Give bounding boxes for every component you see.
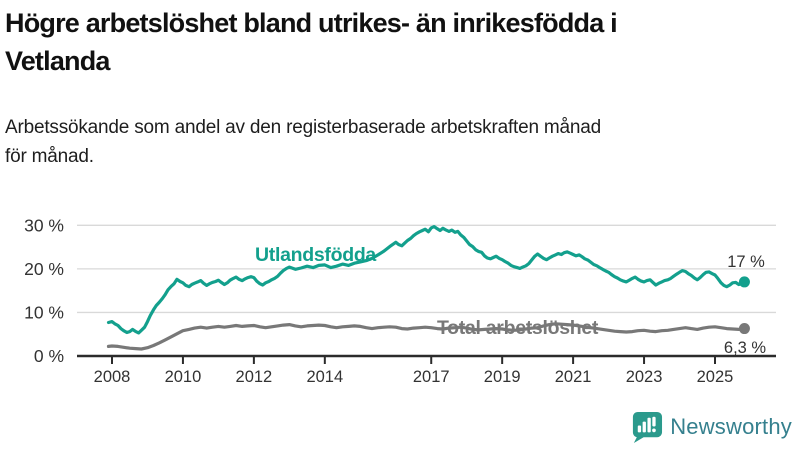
y-axis-tick-label: 10 %	[24, 302, 64, 322]
page-title: Högre arbetslöshet bland utrikes- än inr…	[5, 5, 793, 81]
x-axis-tick-label: 2023	[626, 368, 663, 386]
x-axis-tick-label: 2008	[94, 368, 131, 386]
x-axis-tick-label: 2014	[306, 368, 343, 386]
subtitle-line-2: för månad.	[5, 146, 94, 168]
x-axis-tick-label: 2025	[697, 368, 734, 386]
y-axis-tick-label: 30 %	[24, 215, 64, 235]
series-end-value-label: 6,3 %	[724, 339, 767, 357]
title-line-2: Vetlanda	[5, 45, 110, 76]
x-axis-tick-label: 2017	[413, 368, 450, 386]
series-end-dot	[738, 276, 750, 288]
subtitle-line-1: Arbetssökande som andel av den registerb…	[5, 117, 602, 138]
y-axis-tick-label: 20 %	[24, 259, 64, 279]
y-axis-tick-label: 0 %	[34, 346, 64, 366]
newsworthy-logo[interactable]: Newsworthy	[630, 410, 792, 444]
chart-subtitle: Arbetssökande som andel av den registerb…	[5, 113, 793, 172]
x-axis-tick-label: 2010	[165, 368, 202, 386]
x-axis-tick-label: 2021	[555, 368, 592, 386]
series-end-value-label: 17 %	[727, 253, 765, 271]
series-label-total: Total arbetslöshet	[437, 317, 599, 339]
x-axis-tick-label: 2019	[484, 368, 521, 386]
bar-chart-speech-bubble-icon	[633, 411, 663, 444]
series-label-utlandsfodda: Utlandsfödda	[255, 244, 376, 266]
newsworthy-wordmark: Newsworthy	[670, 414, 792, 439]
series-end-dot	[738, 323, 750, 335]
series-line-total	[106, 322, 747, 351]
series-line-utlandsfodda	[106, 225, 747, 335]
title-line-1: Högre arbetslöshet bland utrikes- än inr…	[5, 8, 618, 38]
x-axis-tick-label: 2012	[236, 368, 273, 386]
